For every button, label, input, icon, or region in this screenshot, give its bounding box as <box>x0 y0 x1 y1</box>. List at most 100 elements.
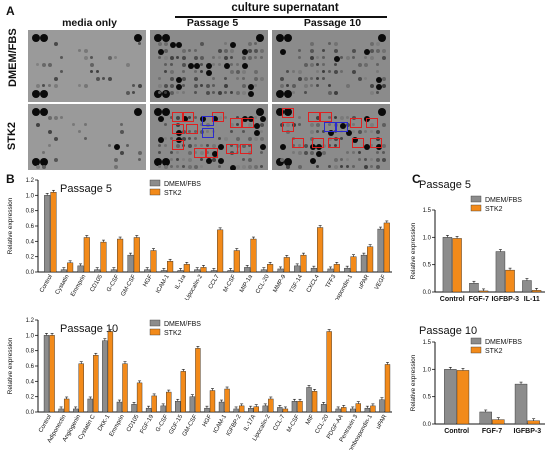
spot <box>254 49 258 53</box>
spot <box>298 70 302 74</box>
bar <box>217 229 224 273</box>
category-label: Emmprin <box>109 414 126 438</box>
spot <box>218 91 222 95</box>
spot <box>206 91 210 95</box>
spot <box>96 70 99 73</box>
chart-title: Passage 10 <box>60 323 118 335</box>
spot <box>254 70 258 74</box>
spot <box>346 123 350 127</box>
spot <box>340 56 343 59</box>
spot <box>182 70 185 73</box>
reference-spot <box>276 34 284 42</box>
spot <box>346 151 349 154</box>
bar <box>136 382 143 413</box>
y-tick-label: 0.4 <box>26 239 35 245</box>
category-label: IGFBP-2 <box>226 413 243 437</box>
spot <box>218 137 221 140</box>
spot <box>60 116 63 119</box>
spot <box>346 165 349 168</box>
spot <box>364 165 368 169</box>
spot <box>200 42 204 46</box>
red-highlight-box <box>230 118 242 128</box>
spot <box>254 84 257 87</box>
spot <box>370 144 373 147</box>
spot <box>242 77 245 80</box>
spot <box>230 49 234 53</box>
spot <box>114 165 118 169</box>
spot <box>212 84 215 87</box>
spot <box>200 158 203 161</box>
spot <box>138 84 142 88</box>
spot <box>242 63 248 69</box>
red-highlight-box <box>352 138 364 148</box>
spot <box>242 144 246 148</box>
spot <box>376 151 379 154</box>
category-label: CCL7 <box>208 273 221 290</box>
spot <box>260 56 263 59</box>
spot <box>364 158 367 161</box>
spot <box>194 63 200 69</box>
spot <box>298 116 301 119</box>
category-label: HGF <box>202 414 214 428</box>
spot <box>260 123 264 127</box>
bar <box>233 250 240 273</box>
legend-swatch <box>470 204 482 212</box>
spot <box>194 77 198 81</box>
spot <box>158 144 161 147</box>
spot <box>260 165 263 168</box>
spot <box>158 42 162 46</box>
reference-spot <box>40 108 48 116</box>
spot <box>176 144 180 148</box>
bar <box>379 399 385 413</box>
bar <box>267 264 274 273</box>
spot <box>164 56 168 60</box>
spot <box>108 144 111 147</box>
spot <box>206 63 212 69</box>
bar <box>160 405 166 413</box>
category-label: Lipocalin-2 <box>184 273 204 300</box>
panel-label-b: B <box>6 172 15 186</box>
spot <box>84 123 87 126</box>
spot <box>200 84 203 87</box>
spot <box>382 123 386 127</box>
bar <box>44 195 51 273</box>
spot <box>60 70 63 73</box>
bar <box>247 407 254 413</box>
spot <box>248 91 254 97</box>
spot <box>224 116 227 119</box>
legend-swatch <box>470 337 482 345</box>
red-highlight-box <box>350 118 362 128</box>
spot <box>126 91 130 95</box>
spot <box>382 56 386 60</box>
spot <box>218 144 224 150</box>
spot <box>340 116 344 120</box>
spot <box>90 56 93 59</box>
spot <box>188 116 191 119</box>
spot <box>230 123 234 127</box>
spot <box>242 56 246 60</box>
bar <box>116 401 123 413</box>
spot <box>254 130 260 136</box>
spot <box>164 49 168 53</box>
spot <box>230 56 233 59</box>
bar <box>43 335 50 413</box>
spot <box>194 70 197 73</box>
spot <box>188 158 192 162</box>
bar <box>194 269 201 273</box>
y-tick-label: 0.2 <box>26 255 35 261</box>
spot <box>298 151 302 155</box>
spot <box>328 130 334 136</box>
spot <box>206 151 209 154</box>
bar <box>370 405 376 413</box>
spot <box>164 144 167 147</box>
spot <box>212 77 215 80</box>
category-label: Control <box>38 414 53 434</box>
spot <box>36 123 40 127</box>
bar <box>377 228 384 273</box>
bar <box>282 408 289 413</box>
reference-spot <box>256 108 264 116</box>
spot <box>280 144 286 150</box>
spot <box>328 123 331 126</box>
spot <box>72 123 75 126</box>
bar <box>166 391 172 413</box>
